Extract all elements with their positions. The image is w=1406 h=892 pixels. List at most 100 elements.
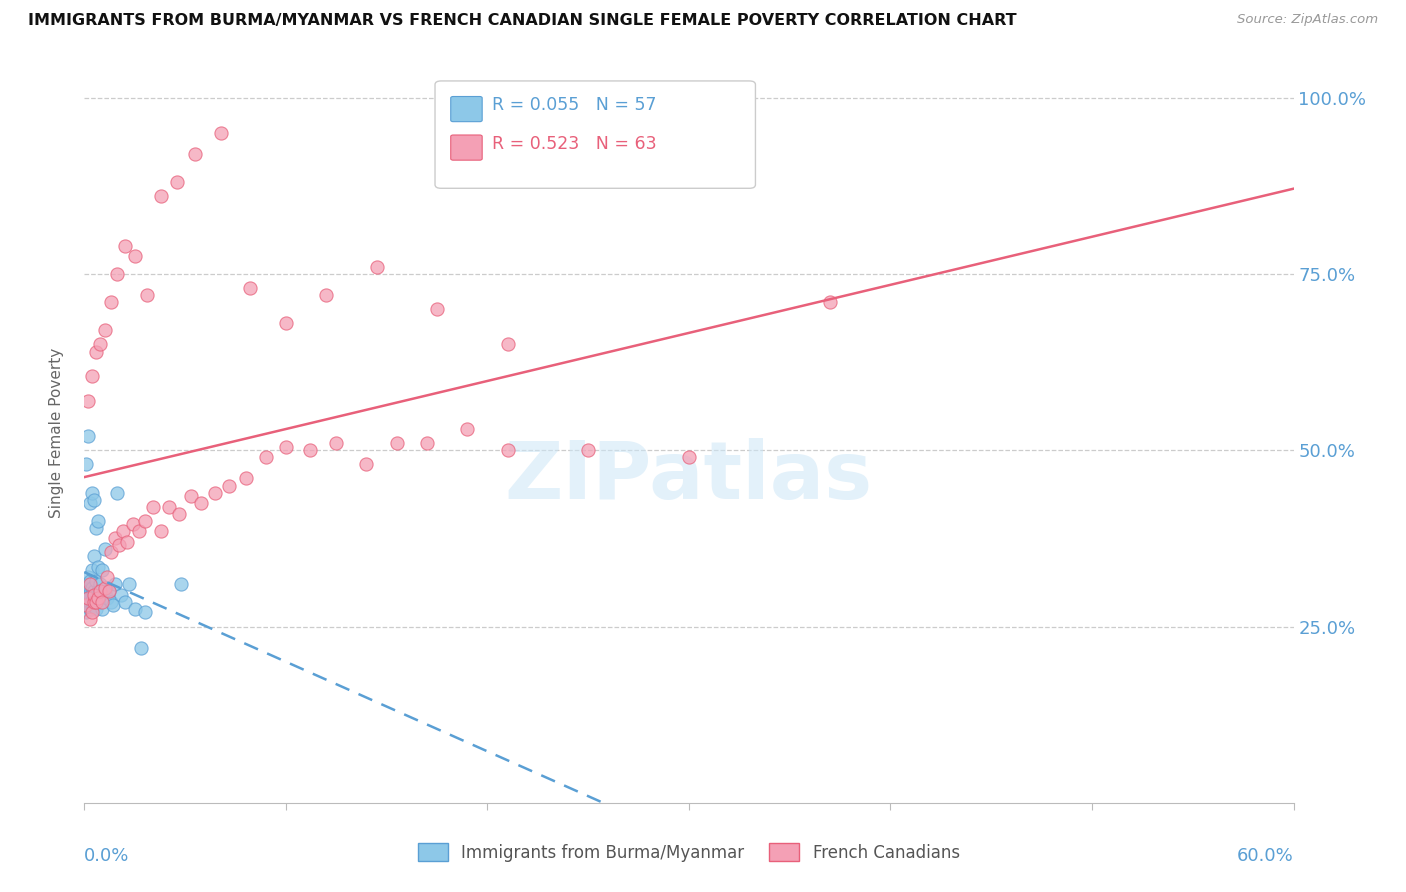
Point — [114, 239, 136, 253]
Point — [110, 588, 132, 602]
Point — [79, 602, 101, 616]
Point — [77, 393, 100, 408]
Point — [77, 599, 100, 613]
Point — [111, 524, 134, 539]
Point — [89, 337, 111, 351]
Point — [576, 443, 599, 458]
Point — [82, 485, 104, 500]
Point — [86, 574, 108, 588]
Point — [93, 584, 115, 599]
Point — [89, 577, 111, 591]
Point — [83, 591, 105, 606]
Point — [87, 559, 110, 574]
FancyBboxPatch shape — [434, 81, 755, 188]
Point — [83, 492, 105, 507]
Point — [204, 485, 226, 500]
Point — [107, 538, 129, 552]
Point — [75, 599, 97, 613]
Point — [104, 577, 127, 591]
Point — [93, 541, 115, 556]
Point — [456, 422, 478, 436]
Point — [135, 288, 157, 302]
Point — [496, 337, 519, 351]
Point — [87, 595, 110, 609]
Point — [96, 591, 118, 606]
Point — [75, 595, 97, 609]
Point — [86, 595, 108, 609]
Point — [416, 436, 439, 450]
Point — [93, 323, 115, 337]
Point — [91, 595, 114, 609]
Point — [356, 458, 378, 472]
Point — [105, 485, 128, 500]
Point — [180, 489, 202, 503]
Point — [274, 316, 297, 330]
Point — [82, 369, 104, 384]
Text: ZIPatlas: ZIPatlas — [505, 438, 873, 516]
Point — [77, 591, 100, 606]
Point — [115, 535, 138, 549]
Text: 60.0%: 60.0% — [1237, 847, 1294, 865]
Point — [75, 584, 97, 599]
Point — [75, 577, 97, 591]
Point — [315, 288, 337, 302]
Point — [134, 606, 156, 620]
Text: R = 0.055   N = 57: R = 0.055 N = 57 — [492, 96, 657, 114]
Point — [128, 524, 150, 539]
Point — [142, 500, 165, 514]
Point — [79, 581, 101, 595]
Point — [89, 584, 111, 599]
Point — [114, 595, 136, 609]
Point — [75, 606, 97, 620]
Point — [79, 574, 101, 588]
Point — [75, 458, 97, 472]
Point — [86, 521, 108, 535]
Point — [235, 471, 257, 485]
FancyBboxPatch shape — [451, 96, 482, 121]
Point — [82, 563, 104, 577]
Point — [100, 595, 122, 609]
Point — [79, 595, 101, 609]
Point — [105, 267, 128, 281]
Point — [86, 602, 108, 616]
Point — [77, 591, 100, 606]
Point — [134, 514, 156, 528]
Point — [385, 436, 408, 450]
Point — [100, 545, 122, 559]
Point — [170, 577, 193, 591]
Point — [818, 295, 841, 310]
Text: IMMIGRANTS FROM BURMA/MYANMAR VS FRENCH CANADIAN SINGLE FEMALE POVERTY CORRELATI: IMMIGRANTS FROM BURMA/MYANMAR VS FRENCH … — [28, 13, 1017, 29]
Point — [190, 496, 212, 510]
Point — [254, 450, 277, 465]
Point — [79, 496, 101, 510]
Point — [89, 595, 111, 609]
Point — [124, 602, 146, 616]
Point — [209, 126, 232, 140]
Point — [121, 517, 143, 532]
Point — [77, 570, 100, 584]
Point — [83, 595, 105, 609]
Point — [97, 584, 120, 599]
Point — [82, 606, 104, 620]
Point — [87, 584, 110, 599]
Point — [218, 478, 240, 492]
Point — [77, 588, 100, 602]
Point — [79, 588, 101, 602]
Point — [157, 500, 180, 514]
Point — [83, 549, 105, 563]
Point — [77, 577, 100, 591]
Point — [299, 443, 322, 458]
Point — [100, 295, 122, 310]
Point — [124, 249, 146, 263]
Point — [87, 591, 110, 606]
Point — [87, 514, 110, 528]
Point — [83, 599, 105, 613]
Point — [79, 577, 101, 591]
Text: Source: ZipAtlas.com: Source: ZipAtlas.com — [1237, 13, 1378, 27]
FancyBboxPatch shape — [451, 135, 482, 161]
Point — [79, 612, 101, 626]
Point — [82, 595, 104, 609]
Point — [366, 260, 388, 274]
Point — [83, 584, 105, 599]
Point — [101, 599, 124, 613]
